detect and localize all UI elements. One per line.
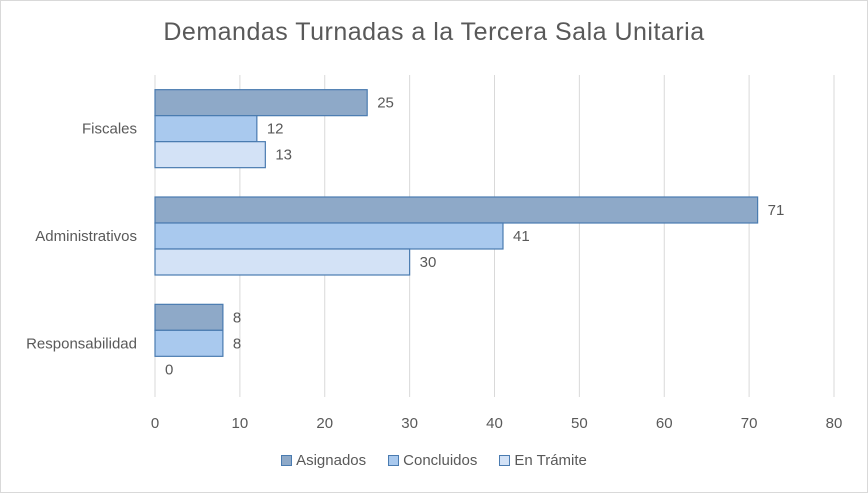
bar-2-0 [154,303,224,331]
data-label-1-2: 30 [420,254,437,271]
bar-1-1 [154,222,504,250]
x-tick-label-60: 60 [656,415,673,432]
data-label-1-0: 71 [768,202,785,219]
legend-swatch-asignados [281,455,293,466]
data-label-2-2: 0 [165,361,173,378]
legend-label-en-tramite: En Trámite [514,452,587,469]
bar-2-1 [154,329,224,357]
legend-swatch-concluidos [388,455,400,466]
x-tick-label-10: 10 [232,415,249,432]
legend-label-asignados: Asignados [296,452,367,469]
x-tick-label-50: 50 [571,415,588,432]
data-label-2-0: 8 [233,309,241,326]
category-label-2: Responsabilidad [26,335,137,352]
legend-item-en-tramite[interactable]: En Trámite [499,452,587,469]
x-tick-label-0: 0 [151,415,159,432]
legend-item-asignados[interactable]: Asignados [281,452,366,469]
legend-item-concluidos[interactable]: Concluidos [388,452,477,469]
x-tick-label-80: 80 [826,415,843,432]
chart-title: Demandas Turnadas a la Tercera Sala Unit… [163,18,705,46]
bar-1-2 [154,248,411,276]
legend-label-concluidos: Concluidos [403,452,478,469]
x-tick-label-20: 20 [316,415,333,432]
legend-swatch-en-tramite [499,455,511,466]
legend: Asignados Concluidos En Trámite [0,452,868,469]
data-label-0-0: 25 [377,95,394,112]
data-label-1-1: 41 [513,228,530,245]
bar-0-0 [154,89,368,117]
x-tick-label-30: 30 [401,415,418,432]
data-label-0-1: 12 [267,121,284,138]
x-tick-label-70: 70 [741,415,758,432]
data-label-2-1: 8 [233,335,241,352]
bar-1-0 [154,196,759,224]
category-label-1: Administrativos [35,228,137,245]
category-label-0: Fiscales [82,121,137,138]
bar-0-1 [154,115,258,143]
data-label-0-2: 13 [275,147,292,164]
bar-0-2 [154,141,266,169]
x-tick-label-40: 40 [486,415,503,432]
